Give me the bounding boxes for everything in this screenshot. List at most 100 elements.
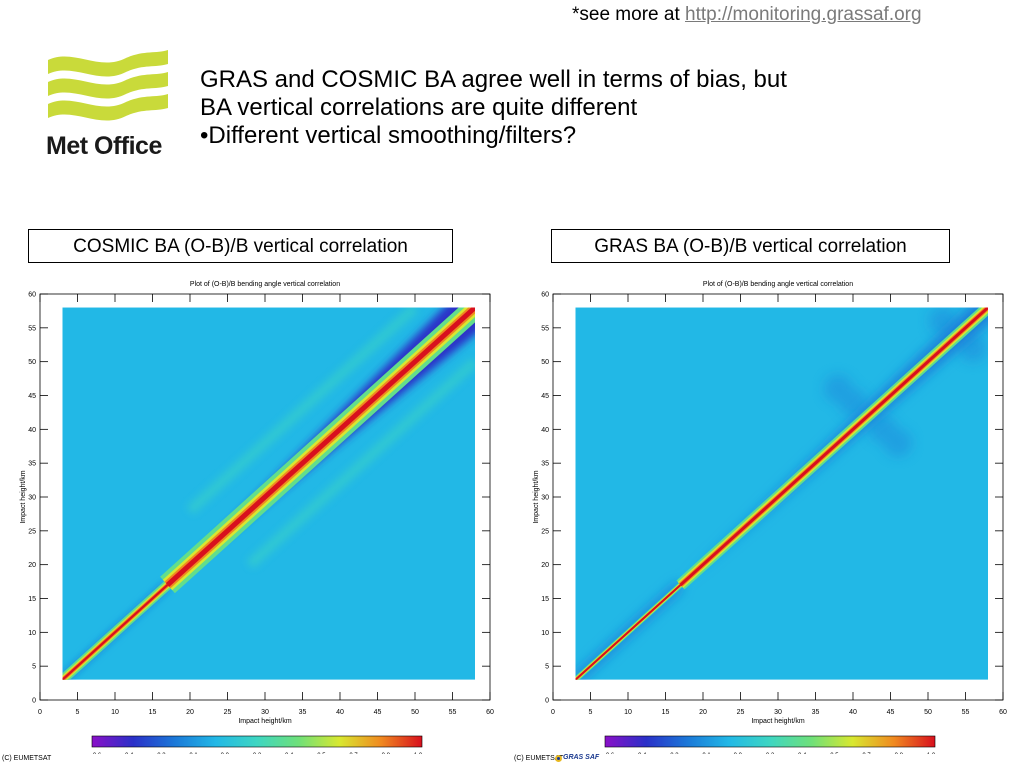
headline-line-1: GRAS and COSMIC BA agree well in terms o…	[200, 66, 787, 93]
x-tick-label: 25	[224, 709, 232, 716]
y-tick-label: 45	[28, 393, 36, 400]
right-copyright: (C) EUMETSAT	[514, 755, 564, 762]
gras-panel-label: GRAS BA (O-B)/B vertical correlation	[551, 229, 950, 263]
x-axis-label: Impact height/km	[238, 718, 291, 725]
x-tick-label: 35	[299, 709, 307, 716]
x-tick-label: 10	[111, 709, 119, 716]
colorbar-tick-label: -0.1	[700, 753, 711, 754]
met-office-logo-text: Met Office	[46, 132, 162, 160]
y-tick-label: 40	[28, 427, 36, 434]
x-tick-label: 45	[887, 709, 895, 716]
y-tick-label: 35	[28, 461, 36, 468]
x-tick-label: 20	[186, 709, 194, 716]
gras-saf-logo-text: GRAS SAF	[563, 754, 600, 761]
met-office-logo: Met Office	[44, 50, 174, 162]
y-tick-label: 50	[541, 359, 549, 366]
headline-line-2: BA vertical correlations are quite diffe…	[200, 94, 638, 121]
colorbar-tick-label: 0.7	[862, 753, 871, 754]
colorbar-tick-label: 0.8	[382, 753, 391, 754]
cosmic-correlation-chart: Plot of (O-B)/B bending angle vertical c…	[20, 281, 494, 754]
colorbar-tick-label: 0.0	[734, 753, 743, 754]
headline-line-3: •Different vertical smoothing/filters?	[200, 122, 577, 149]
x-tick-label: 0	[551, 709, 555, 716]
diagonal-core	[62, 584, 169, 680]
y-tick-label: 15	[541, 596, 549, 603]
x-axis-label: Impact height/km	[751, 718, 804, 725]
x-tick-label: 10	[624, 709, 632, 716]
y-tick-label: 30	[28, 495, 36, 502]
colorbar-tick-label: 0.0	[221, 753, 230, 754]
colorbar-tick-label: 0.2	[766, 753, 775, 754]
colorbar-tick-label: 0.4	[285, 753, 294, 754]
colorbar-tick-label: 0.2	[253, 753, 262, 754]
chart-title: Plot of (O-B)/B bending angle vertical c…	[703, 281, 853, 288]
met-office-waves-icon	[48, 50, 168, 121]
x-tick-label: 20	[699, 709, 707, 716]
colorbar	[91, 735, 423, 748]
x-tick-label: 50	[924, 709, 932, 716]
y-tick-label: 35	[541, 461, 549, 468]
cosmic-panel-label: COSMIC BA (O-B)/B vertical correlation	[28, 229, 453, 263]
colorbar-tick-label: -0.6	[604, 753, 615, 754]
y-tick-label: 60	[28, 292, 36, 299]
x-tick-label: 30	[774, 709, 782, 716]
left-copyright: (C) EUMETSAT	[2, 755, 52, 762]
y-tick-label: 10	[541, 630, 549, 637]
y-tick-label: 25	[28, 528, 36, 535]
chart-title: Plot of (O-B)/B bending angle vertical c…	[190, 281, 340, 288]
y-tick-label: 20	[541, 562, 549, 569]
x-tick-label: 25	[737, 709, 745, 716]
x-tick-label: 15	[149, 709, 157, 716]
y-axis-label: Impact height/km	[533, 470, 540, 523]
side-band	[246, 357, 475, 569]
x-tick-label: 0	[38, 709, 42, 716]
y-tick-label: 5	[545, 664, 549, 671]
x-tick-label: 35	[812, 709, 820, 716]
diagonal-core	[679, 307, 988, 587]
headline: GRAS and COSMIC BA agree well in terms o…	[200, 66, 787, 150]
colorbar-tick-label: -0.4	[636, 753, 647, 754]
gras-saf-logo-icon	[555, 755, 562, 762]
colorbar-tick-label: -0.3	[155, 753, 166, 754]
x-tick-label: 40	[336, 709, 344, 716]
y-tick-label: 55	[541, 325, 549, 332]
x-tick-label: 60	[999, 709, 1007, 716]
colorbar-tick-label: 0.5	[830, 753, 839, 754]
colorbar-tick-label: -0.4	[123, 753, 134, 754]
x-tick-label: 45	[374, 709, 382, 716]
colorbar-tick-label: -0.3	[668, 753, 679, 754]
y-tick-label: 10	[28, 630, 36, 637]
colorbar	[604, 735, 936, 748]
y-tick-label: 30	[541, 495, 549, 502]
y-tick-label: 15	[28, 596, 36, 603]
off-diagonal-patch	[884, 428, 912, 457]
colorbar-tick-label: 0.4	[798, 753, 807, 754]
see-more-prefix: *see more at	[572, 4, 680, 25]
y-tick-label: 50	[28, 359, 36, 366]
heatmap-field	[575, 307, 988, 680]
y-tick-label: 60	[541, 292, 549, 299]
y-tick-label: 0	[545, 698, 549, 705]
colorbar-tick-label: 0.5	[317, 753, 326, 754]
diagonal-core	[575, 584, 682, 680]
see-more-note: *see more at http://monitoring.grassaf.o…	[572, 4, 922, 26]
x-tick-label: 60	[486, 709, 494, 716]
y-tick-label: 0	[32, 698, 36, 705]
monitoring-link[interactable]: http://monitoring.grassaf.org	[685, 4, 922, 25]
colorbar-tick-label: 0.7	[349, 753, 358, 754]
gras-correlation-chart: Plot of (O-B)/B bending angle vertical c…	[533, 281, 1007, 754]
y-tick-label: 20	[28, 562, 36, 569]
x-tick-label: 30	[261, 709, 269, 716]
y-tick-label: 55	[28, 325, 36, 332]
x-tick-label: 40	[849, 709, 857, 716]
y-tick-label: 5	[32, 664, 36, 671]
colorbar-tick-label: 1.0	[927, 753, 936, 754]
x-tick-label: 15	[662, 709, 670, 716]
y-tick-label: 45	[541, 393, 549, 400]
x-tick-label: 55	[449, 709, 457, 716]
colorbar-tick-label: -0.1	[187, 753, 198, 754]
heatmap-field	[62, 307, 475, 680]
diagonal-core	[165, 307, 475, 587]
y-tick-label: 25	[541, 528, 549, 535]
x-tick-label: 55	[962, 709, 970, 716]
